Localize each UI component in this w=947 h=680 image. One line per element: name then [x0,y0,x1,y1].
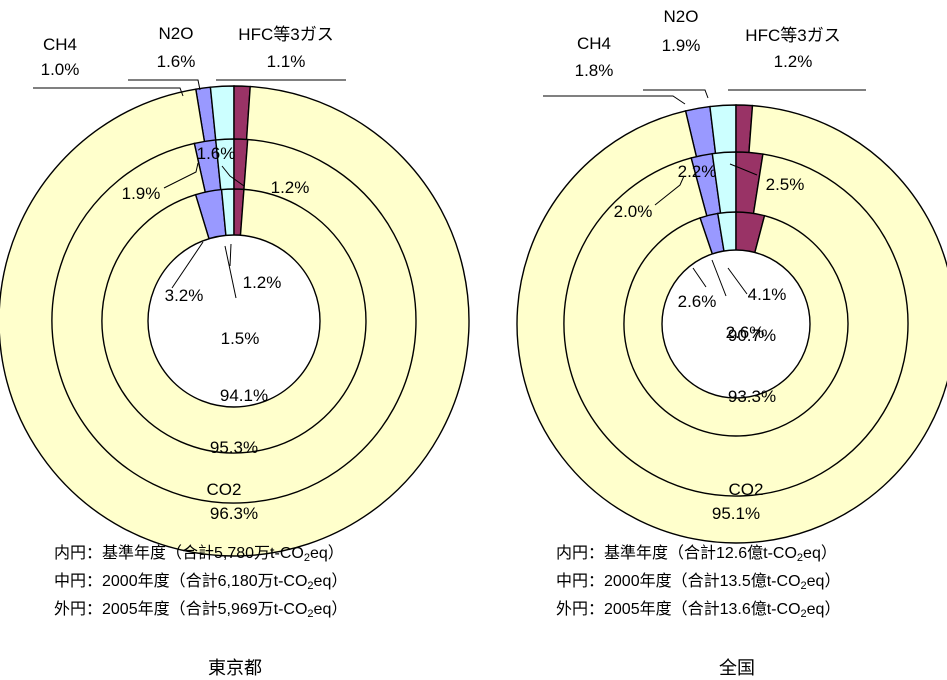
tokyo-leader-line-1 [33,87,184,97]
tokyo-region-title: 東京都 [208,658,262,678]
japan-caption: 内円：基準年度（合計12.6億t-CO2eq） 中円：2000年度（合計13.5… [556,540,840,624]
tokyo-leader-line-5 [221,165,245,187]
japan-center-hole [661,249,811,399]
japan-inner-ring-co2-label: 90.7% [728,326,776,345]
japan-n2o-category-label: N2O [664,7,699,26]
japan-hfc-category-label: HFC等3ガス [745,26,840,45]
japan-inner-ring-hfc-label: 4.1% [748,285,787,304]
tokyo-inner-ring-n2o-label: 1.5% [221,329,260,348]
tokyo-middle-ring-co2-label: 95.3% [210,438,258,457]
japan-caption-middle: 中円：2000年度（合計13.5億t-CO2eq） [556,573,841,592]
japan-caption-inner: 内円：基準年度（合計12.6億t-CO2eq） [556,545,837,564]
tokyo-caption-inner: 内円：基準年度（合計5,780万t-CO2eq） [54,545,344,564]
tokyo-inner-ring-co2-label: 94.1% [220,386,268,405]
tokyo-n2o-category-label: N2O [159,24,194,43]
japan-outer-ring-n2o-label: 1.9% [662,36,701,55]
tokyo-outer-ring-ch4-label: 1.0% [41,60,80,79]
tokyo-hfc-category-label: HFC等3ガス [238,25,333,44]
tokyo-middle-ring-ch4-label: 1.9% [122,184,161,203]
tokyo-middle-ring-hfc-label: 1.2% [271,178,310,197]
japan-outer-ring-hfc-label: 1.2% [774,52,813,71]
tokyo-caption-middle: 中円：2000年度（合計6,180万t-CO2eq） [54,573,348,592]
japan-outer-ring-ch4-label: 1.8% [575,61,614,80]
tokyo-caption: 内円：基準年度（合計5,780万t-CO2eq） 中円：2000年度（合計6,1… [54,540,347,624]
japan-middle-ring-n2o-label: 2.2% [678,162,717,181]
japan-leader-line-2 [643,89,709,99]
japan-region-title: 全国 [719,658,755,678]
tokyo-leader-line-7 [224,245,237,299]
tokyo-inner-ring-hfc-label: 1.2% [243,273,282,292]
japan-inner-ring-ch4-label: 2.6% [678,292,717,311]
tokyo-center-hole [147,234,321,408]
tokyo-leader-line-4 [163,162,199,189]
japan-leader-line-1 [543,95,686,105]
tokyo-caption-outer: 外円：2005年度（合計5,969万t-CO2eq） [54,601,348,620]
japan-leader-line-4 [654,175,685,206]
tokyo-outer-ring-n2o-label: 1.6% [157,52,196,71]
tokyo-inner-ring-ch4-label: 3.2% [165,286,204,305]
japan-outer-ring-co2-label: 95.1% [712,504,760,523]
tokyo-leader-line-6 [171,241,204,289]
japan-inner-ring-n2o-label: 2.6% [726,323,765,342]
japan-leader-line-5 [729,163,758,176]
japan-caption-outer: 外円：2005年度（合計13.6億t-CO2eq） [556,601,841,620]
japan-leader-line-7 [711,259,727,297]
japan-co2-category-label: CO2 [729,480,764,499]
tokyo-outer-ring-co2-label: 96.3% [210,504,258,523]
tokyo-outer-ring-hfc-label: 1.1% [267,52,306,71]
tokyo-leader-line-2 [128,79,201,91]
tokyo-leader-line-8 [229,243,232,267]
japan-middle-ring-ch4-label: 2.0% [614,202,653,221]
japan-ch4-category-label: CH4 [577,34,611,53]
japan-leader-line-8 [727,267,748,295]
japan-middle-ring-co2-label: 93.3% [728,387,776,406]
tokyo-middle-ring-n2o-label: 1.6% [197,144,236,163]
japan-middle-ring-hfc-label: 2.5% [766,175,805,194]
tokyo-ch4-category-label: CH4 [43,35,77,54]
tokyo-co2-category-label: CO2 [207,480,242,499]
japan-leader-line-6 [692,267,707,288]
